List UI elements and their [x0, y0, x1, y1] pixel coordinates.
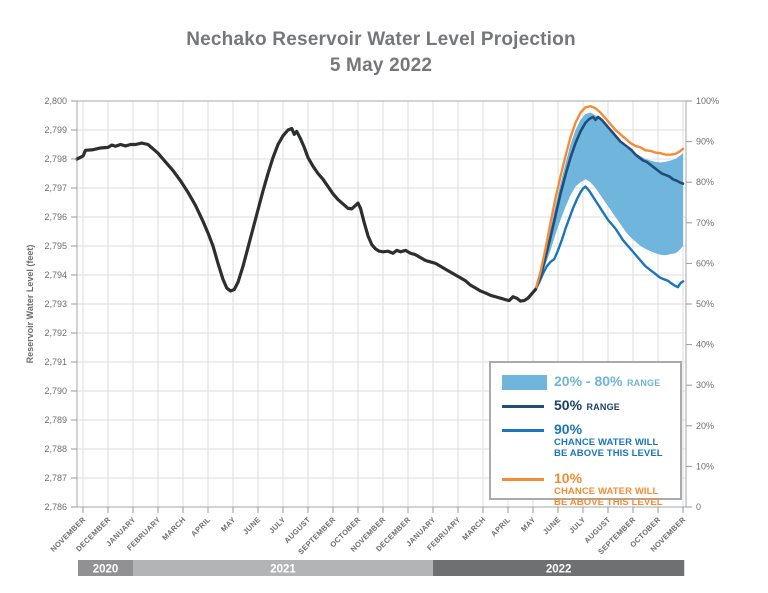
y-tick-label: 2,789 [44, 415, 67, 425]
legend-band-sub: RANGE [626, 378, 661, 388]
pct-tick-label: 80% [696, 177, 714, 187]
year-bar-label: 2022 [546, 564, 572, 576]
x-tick-label: MARCH [460, 515, 487, 542]
legend-p10-sub2: BE ABOVE THIS LEVEL [554, 497, 663, 508]
y-axis-title: Reservoir Water Level (feet) [25, 245, 35, 364]
legend-p10-label: 10% [554, 470, 583, 486]
y-tick-label: 2,800 [44, 96, 67, 106]
y-tick-label: 2,788 [44, 444, 67, 454]
chart-title-line2: 5 May 2022 [329, 55, 433, 76]
chart-title: Nechako Reservoir Water Level Projection… [0, 27, 762, 79]
legend-p90-label: 90% [554, 421, 583, 437]
p10-line-icon [502, 478, 544, 481]
legend-item-p50: 50% RANGE [502, 398, 672, 415]
legend-item-band: 20% - 80% RANGE [502, 374, 672, 391]
year-bar-2020 [78, 560, 133, 576]
pct-tick-label: 0 [696, 502, 701, 512]
series-layer [75, 105, 685, 303]
legend-band-label: 20% - 80% [554, 373, 623, 389]
x-tick-label: APRIL [489, 515, 512, 538]
pct-tick-label: 90% [696, 137, 714, 147]
y-tick-label: 2,791 [44, 357, 67, 367]
x-tick-label: MAY [219, 515, 237, 533]
pct-tick-label: 40% [696, 340, 714, 350]
legend-p90-sub1: CHANCE WATER WILL [554, 437, 659, 448]
pct-tick-label: 100% [696, 96, 719, 106]
pct-tick-label: 50% [696, 299, 714, 309]
legend-p50-sub: RANGE [586, 402, 620, 412]
band-swatch-icon [502, 375, 547, 390]
pct-tick-label: 60% [696, 258, 714, 268]
x-tick-label: JULY [267, 515, 287, 535]
x-tick-label: JUNE [241, 515, 262, 536]
y-tick-label: 2,793 [44, 299, 67, 309]
y-tick-label: 2,786 [44, 502, 67, 512]
legend-item-p10: 10% CHANCE WATER WILL BE ABOVE THIS LEVE… [502, 471, 672, 508]
legend-item-p90: 90% CHANCE WATER WILL BE ABOVE THIS LEVE… [502, 422, 672, 459]
y-tick-label: 2,792 [44, 328, 67, 338]
y-tick-label: 2,799 [44, 125, 67, 135]
x-tick-label: JUNE [541, 515, 562, 536]
year-bar-2021 [133, 560, 433, 576]
pct-tick-label: 20% [696, 421, 714, 431]
p50-line [534, 115, 685, 291]
year-bar-label: 2021 [270, 564, 296, 576]
year-bar-2022 [433, 560, 685, 576]
chart-title-line1: Nechako Reservoir Water Level Projection [186, 29, 576, 50]
year-bars: 2020 2021 2022 [78, 560, 685, 576]
y-tick-label: 2,796 [44, 212, 67, 222]
y-tick-label: 2,795 [44, 241, 67, 251]
year-bar-label: 2020 [93, 564, 119, 576]
legend-p10-sub1: CHANCE WATER WILL [554, 486, 659, 497]
x-tick-label: JULY [567, 515, 587, 535]
x-tick-label: APRIL [189, 515, 212, 538]
y-tick-label: 2,790 [44, 386, 67, 396]
legend-p90-sub2: BE ABOVE THIS LEVEL [554, 448, 663, 459]
p50-line-icon [502, 405, 544, 408]
y-tick-label: 2,787 [44, 473, 67, 483]
projection-band-20-80 [535, 112, 683, 290]
x-tick-label: MARCH [160, 515, 187, 542]
y-tick-label: 2,794 [44, 270, 67, 280]
p90-line [534, 185, 685, 291]
legend-p50-label: 50% [554, 397, 583, 413]
x-tick-label: MAY [519, 515, 537, 533]
pct-tick-label: 70% [696, 218, 714, 228]
y-tick-label: 2,798 [44, 154, 67, 164]
p10-line [534, 105, 685, 291]
historical-line [75, 126, 538, 303]
pct-tick-label: 30% [696, 380, 714, 390]
legend: 20% - 80% RANGE 50% RANGE 90% CHANCE WAT… [489, 361, 682, 508]
p90-line-icon [502, 429, 544, 432]
pct-tick-label: 10% [696, 461, 714, 471]
y-tick-label: 2,797 [44, 183, 67, 193]
